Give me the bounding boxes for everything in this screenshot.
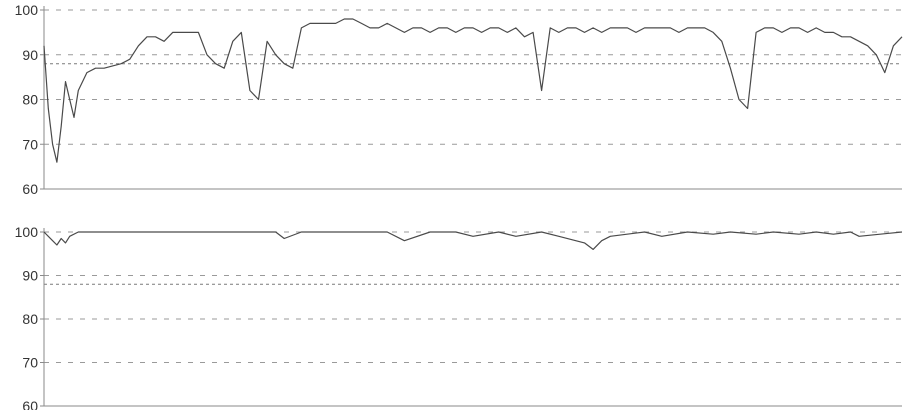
panel-1-tick-label-100: 100 xyxy=(15,2,39,18)
panel-2-tick-label-60: 60 xyxy=(22,398,38,410)
panel-1-series-line xyxy=(43,18,903,163)
panel-2-tick-label-70: 70 xyxy=(22,355,38,371)
panel-2-tick-label-80: 80 xyxy=(22,311,38,327)
panel-1-tick-label-90: 90 xyxy=(22,47,38,63)
panel-1-tick-label-70: 70 xyxy=(22,136,38,152)
panel-2-tick-label-100: 100 xyxy=(15,224,39,240)
panel-1-tick-label-80: 80 xyxy=(22,92,38,108)
panel-1-tick-label-60: 60 xyxy=(22,181,38,197)
panel-2-series-line xyxy=(43,231,903,250)
panel-2-tick-label-90: 90 xyxy=(22,268,38,284)
